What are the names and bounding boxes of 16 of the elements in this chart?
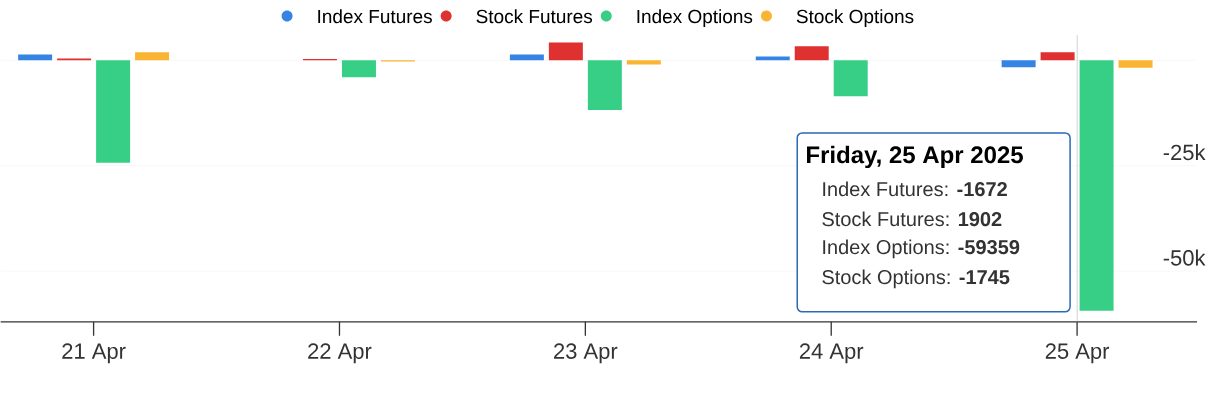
x-tick-label: 24 Apr (799, 343, 864, 364)
legend-label: Index Futures (318, 9, 432, 24)
y-tick-label: -25k (1163, 144, 1206, 161)
x-tick-label: 23 Apr (554, 343, 618, 364)
annotation: Index Futures: -1672 (823, 181, 1007, 197)
annotation: Stock Options: -1745 (822, 269, 1010, 289)
annotation: Friday, 25 Apr 2025 (807, 145, 1023, 169)
annotation: Index Options: -59359 (823, 239, 1020, 259)
x-tick-label: 25 Apr (1045, 343, 1110, 364)
legend-label: Stock Futures (476, 9, 593, 24)
legend-label: Stock Options (796, 9, 914, 28)
x-tick-label: 21 Apr (62, 343, 126, 364)
x-tick-label: 22 Apr (308, 343, 372, 364)
legend-label: Index Options (637, 9, 753, 28)
annotation: Stock Futures: 1902 (822, 211, 1002, 227)
y-tick-label: -50k (1163, 249, 1206, 266)
